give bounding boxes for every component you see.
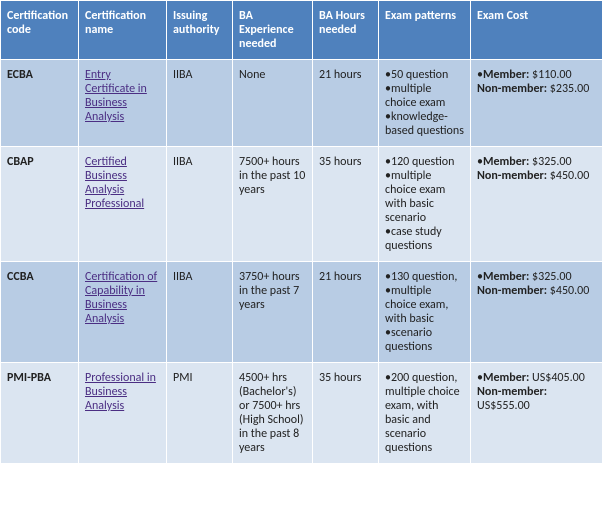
pattern-item: 200 question, multiple choice exam, with… (385, 371, 464, 455)
cell-cost: Member: $325.00Non-member: $450.00 (471, 147, 602, 262)
cell-experience: 4500+ hrs (Bachelor's) or 7500+ hrs (Hig… (233, 363, 313, 464)
header-row: Certification code Certification name Is… (1, 1, 602, 60)
cost-member: Member: $325.00 (477, 155, 596, 169)
cert-link[interactable]: Entry Certificate in Business Analysis (85, 68, 147, 124)
pattern-item: 50 question (385, 68, 464, 82)
cell-cost: Member: $325.00Non-member: $450.00 (471, 262, 602, 363)
pattern-item: multiple choice exam with basic scenario (385, 169, 464, 225)
pattern-item: multiple choice exam (385, 82, 464, 110)
cell-authority: IIBA (167, 262, 233, 363)
cost-member: Member: $325.00 (477, 270, 596, 284)
cost-nonmember: Non-member: $450.00 (477, 169, 596, 183)
pattern-item: knowledge-based questions (385, 110, 464, 138)
table-row: PMI-PBAProfessional in Business Analysis… (1, 363, 602, 464)
cell-cert-name: Entry Certificate in Business Analysis (79, 60, 167, 147)
cell-code: CBAP (1, 147, 79, 262)
pattern-item: 120 question (385, 155, 464, 169)
pattern-item: 130 question, (385, 270, 464, 284)
cert-link[interactable]: Certification of Capability in Business … (85, 270, 157, 326)
cell-cert-name: Professional in Business Analysis (79, 363, 167, 464)
cost-nonmember: Non-member: $450.00 (477, 284, 596, 298)
certifications-table: Certification code Certification name Is… (0, 0, 602, 464)
pattern-item: case study questions (385, 225, 464, 253)
cell-cert-name: Certification of Capability in Business … (79, 262, 167, 363)
col-header: Certification name (79, 1, 167, 60)
pattern-item: multiple choice exam, with basic (385, 284, 464, 326)
cell-patterns: 200 question, multiple choice exam, with… (379, 363, 471, 464)
cell-patterns: 50 questionmultiple choice examknowledge… (379, 60, 471, 147)
cost-nonmember: Non-member: US$555.00 (477, 385, 596, 413)
table-row: CCBACertification of Capability in Busin… (1, 262, 602, 363)
col-header: Certification code (1, 1, 79, 60)
cell-hours: 35 hours (313, 147, 379, 262)
pattern-item: scenario questions (385, 326, 464, 354)
cell-code: CCBA (1, 262, 79, 363)
cell-authority: IIBA (167, 147, 233, 262)
table-row: CBAPCertified Business Analysis Professi… (1, 147, 602, 262)
cell-patterns: 120 questionmultiple choice exam with ba… (379, 147, 471, 262)
cell-authority: PMI (167, 363, 233, 464)
cell-experience: 7500+ hours in the past 10 years (233, 147, 313, 262)
cell-cost: Member: $110.00Non-member: $235.00 (471, 60, 602, 147)
cell-code: ECBA (1, 60, 79, 147)
col-header: BA Experience needed (233, 1, 313, 60)
cost-member: Member: $110.00 (477, 68, 596, 82)
col-header: Exam Cost (471, 1, 602, 60)
cell-patterns: 130 question,multiple choice exam, with … (379, 262, 471, 363)
cert-link[interactable]: Certified Business Analysis Professional (85, 155, 144, 211)
cost-member: Member: US$405.00 (477, 371, 596, 385)
cell-cost: Member: US$405.00Non-member: US$555.00 (471, 363, 602, 464)
cell-experience: 3750+ hours in the past 7 years (233, 262, 313, 363)
cell-hours: 35 hours (313, 363, 379, 464)
cell-cert-name: Certified Business Analysis Professional (79, 147, 167, 262)
cell-hours: 21 hours (313, 262, 379, 363)
col-header: BA Hours needed (313, 1, 379, 60)
table-row: ECBAEntry Certificate in Business Analys… (1, 60, 602, 147)
cell-code: PMI-PBA (1, 363, 79, 464)
cell-experience: None (233, 60, 313, 147)
cell-authority: IIBA (167, 60, 233, 147)
cell-hours: 21 hours (313, 60, 379, 147)
col-header: Issuing authority (167, 1, 233, 60)
cert-link[interactable]: Professional in Business Analysis (85, 371, 156, 413)
cost-nonmember: Non-member: $235.00 (477, 82, 596, 96)
col-header: Exam patterns (379, 1, 471, 60)
